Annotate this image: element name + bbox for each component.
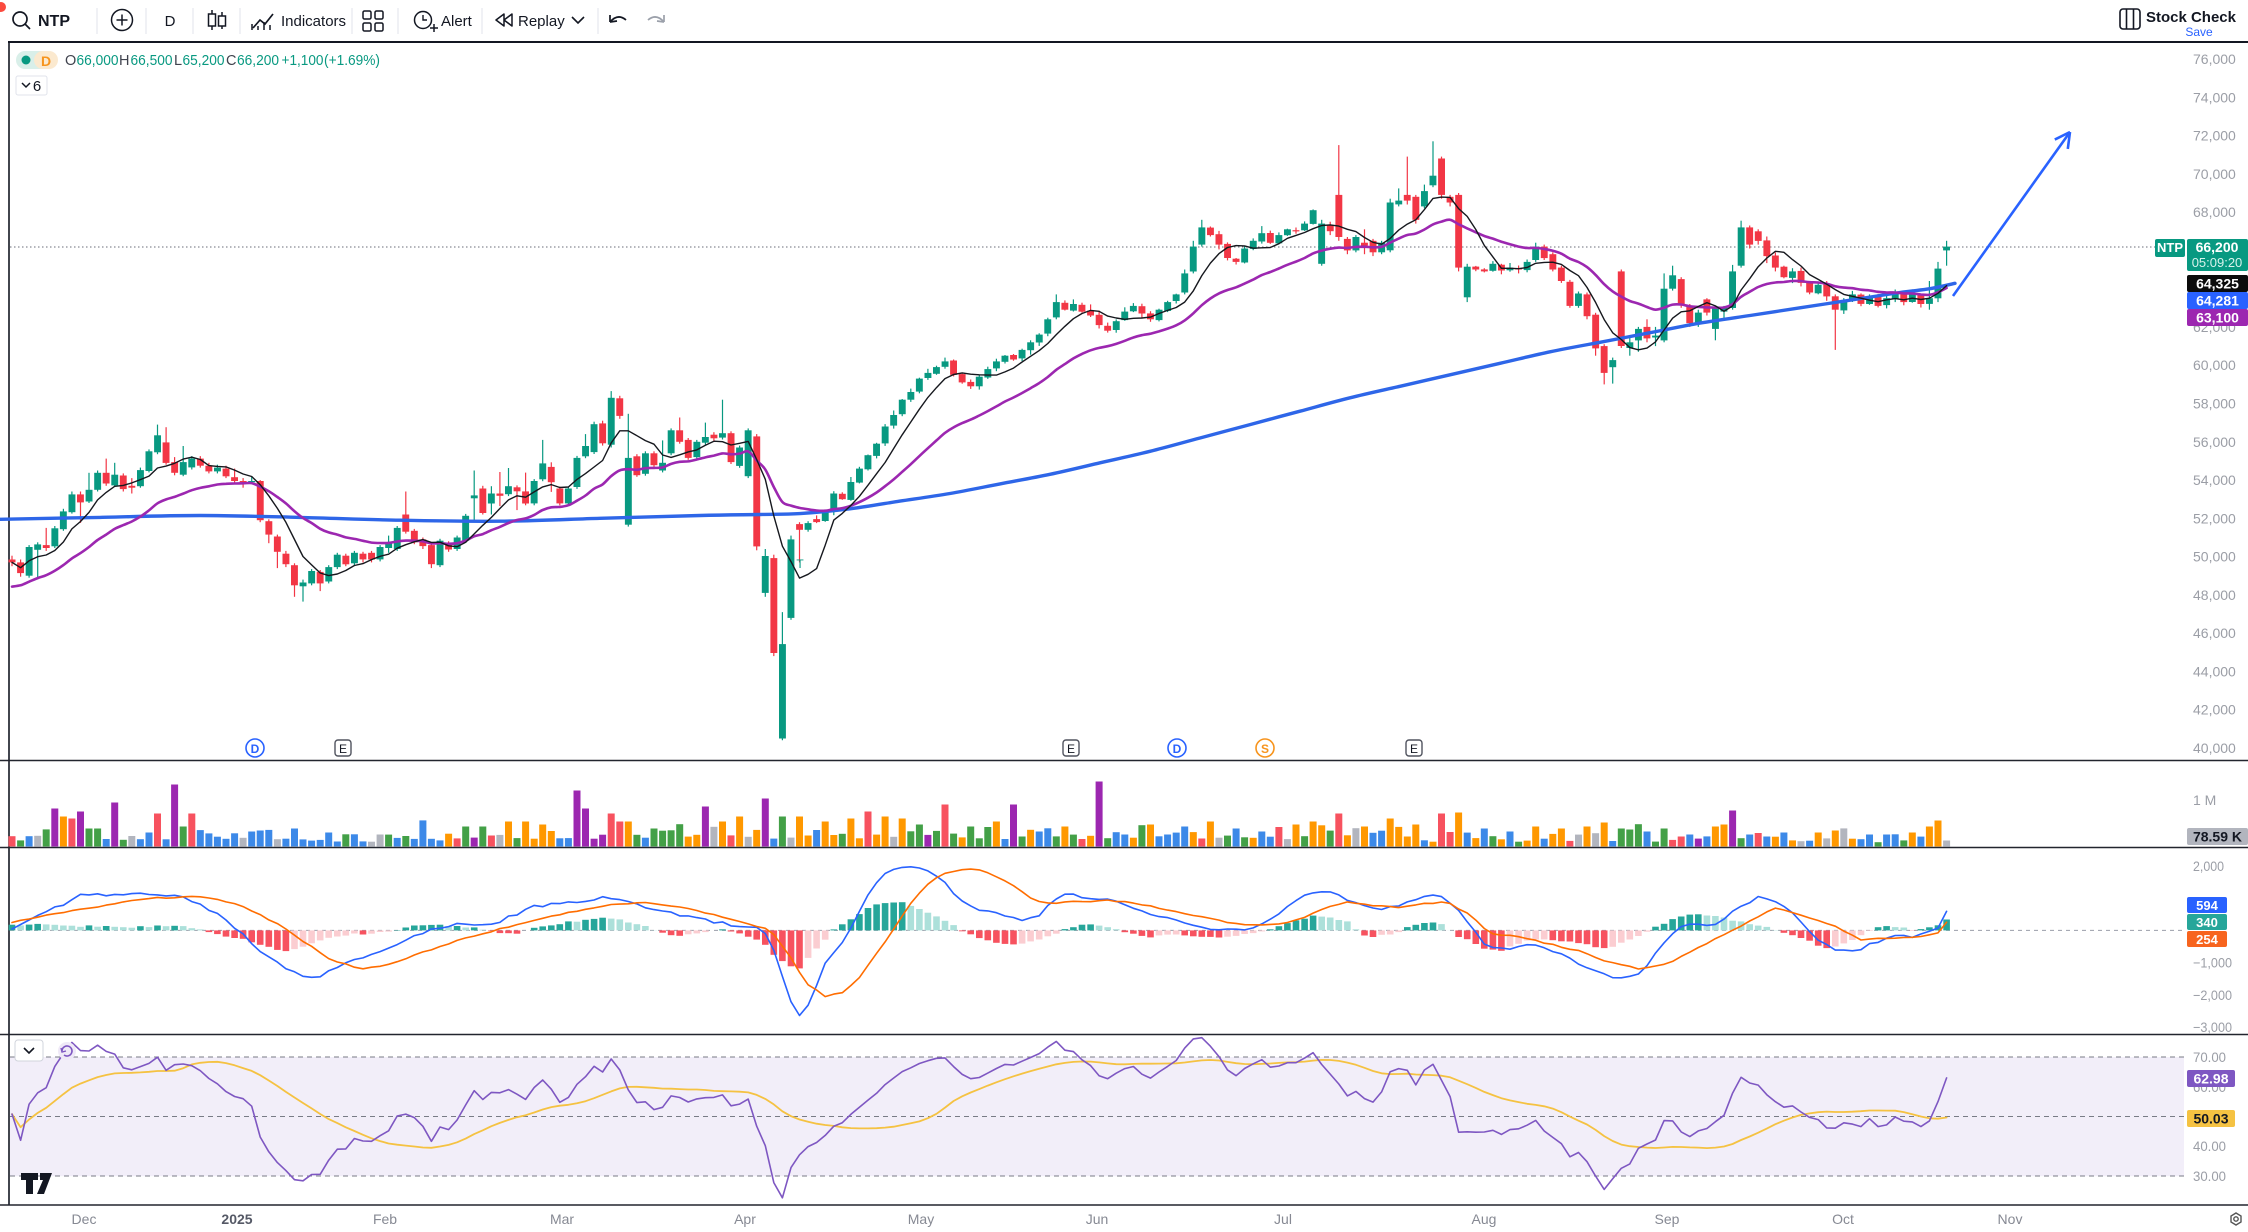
svg-text:L: L <box>174 53 182 69</box>
svg-text:66,000: 66,000 <box>77 53 119 69</box>
svg-text:64,325: 64,325 <box>2196 276 2239 292</box>
svg-text:64,281: 64,281 <box>2196 293 2239 309</box>
svg-text:66,200: 66,200 <box>2196 239 2239 255</box>
svg-text:Apr: Apr <box>734 1211 756 1227</box>
svg-text:254: 254 <box>2196 932 2218 947</box>
svg-text:NTP: NTP <box>38 13 70 30</box>
svg-text:76,000: 76,000 <box>2193 51 2236 67</box>
svg-text:44,000: 44,000 <box>2193 663 2236 679</box>
svg-text:Jun: Jun <box>1086 1211 1109 1227</box>
svg-text:Replay: Replay <box>518 13 565 30</box>
svg-text:50,000: 50,000 <box>2193 549 2236 565</box>
svg-text:O: O <box>65 53 76 69</box>
svg-text:Save: Save <box>2185 25 2213 39</box>
svg-text:Feb: Feb <box>373 1211 397 1227</box>
svg-text:Alert: Alert <box>441 13 473 30</box>
svg-text:50.03: 50.03 <box>2193 1111 2228 1127</box>
svg-text:63,100: 63,100 <box>2196 310 2239 326</box>
svg-text:54,000: 54,000 <box>2193 472 2236 488</box>
svg-text:62.98: 62.98 <box>2193 1071 2228 1087</box>
svg-text:E: E <box>1410 742 1418 756</box>
svg-text:6: 6 <box>33 78 41 95</box>
svg-text:78.59 K: 78.59 K <box>2193 829 2242 845</box>
svg-text:2025: 2025 <box>221 1211 252 1227</box>
svg-text:594: 594 <box>2196 898 2218 913</box>
svg-text:NTP: NTP <box>2157 240 2183 255</box>
svg-text:58,000: 58,000 <box>2193 396 2236 412</box>
svg-text:+1,100: +1,100 <box>282 53 324 69</box>
svg-text:Aug: Aug <box>1472 1211 1497 1227</box>
svg-text:E: E <box>1067 742 1075 756</box>
svg-text:40,000: 40,000 <box>2193 740 2236 756</box>
svg-text:−3,000: −3,000 <box>2193 1019 2232 1035</box>
svg-text:Mar: Mar <box>550 1211 574 1227</box>
svg-text:Sep: Sep <box>1655 1211 1680 1227</box>
svg-text:2,000: 2,000 <box>2193 858 2224 874</box>
svg-text:Dec: Dec <box>72 1211 97 1227</box>
svg-text:May: May <box>908 1211 934 1227</box>
svg-text:70.00: 70.00 <box>2193 1049 2226 1065</box>
svg-text:Indicators: Indicators <box>281 13 346 30</box>
svg-text:D: D <box>165 13 176 30</box>
svg-text:66,500: 66,500 <box>131 53 173 69</box>
svg-text:65,200: 65,200 <box>183 53 225 69</box>
svg-text:Nov: Nov <box>1998 1211 2023 1227</box>
svg-text:56,000: 56,000 <box>2193 434 2236 450</box>
svg-text:340: 340 <box>2196 915 2218 930</box>
svg-text:48,000: 48,000 <box>2193 587 2236 603</box>
svg-text:46,000: 46,000 <box>2193 625 2236 641</box>
svg-text:C: C <box>226 53 236 69</box>
svg-text:Oct: Oct <box>1832 1211 1854 1227</box>
svg-text:D: D <box>251 742 260 756</box>
svg-text:D: D <box>1173 742 1182 756</box>
svg-text:1 M: 1 M <box>2193 792 2216 808</box>
svg-text:05:09:20: 05:09:20 <box>2192 255 2243 270</box>
svg-text:68,000: 68,000 <box>2193 204 2236 220</box>
svg-text:Stock Check: Stock Check <box>2146 9 2237 26</box>
svg-text:70,000: 70,000 <box>2193 166 2236 182</box>
svg-text:Jul: Jul <box>1274 1211 1292 1227</box>
svg-text:−2,000: −2,000 <box>2193 987 2232 1003</box>
svg-text:E: E <box>339 742 347 756</box>
svg-text:60,000: 60,000 <box>2193 357 2236 373</box>
svg-text:H: H <box>119 53 129 69</box>
svg-text:72,000: 72,000 <box>2193 128 2236 144</box>
svg-text:T: T <box>796 557 804 571</box>
svg-text:66,200: 66,200 <box>237 53 279 69</box>
svg-text:30.00: 30.00 <box>2193 1168 2226 1184</box>
svg-text:74,000: 74,000 <box>2193 89 2236 105</box>
svg-text:D: D <box>41 53 51 69</box>
svg-text:(+1.69%): (+1.69%) <box>324 53 380 69</box>
svg-text:−1,000: −1,000 <box>2193 955 2232 971</box>
svg-text:40.00: 40.00 <box>2193 1138 2226 1154</box>
svg-text:52,000: 52,000 <box>2193 510 2236 526</box>
svg-text:S: S <box>1261 742 1269 756</box>
svg-text:42,000: 42,000 <box>2193 702 2236 718</box>
